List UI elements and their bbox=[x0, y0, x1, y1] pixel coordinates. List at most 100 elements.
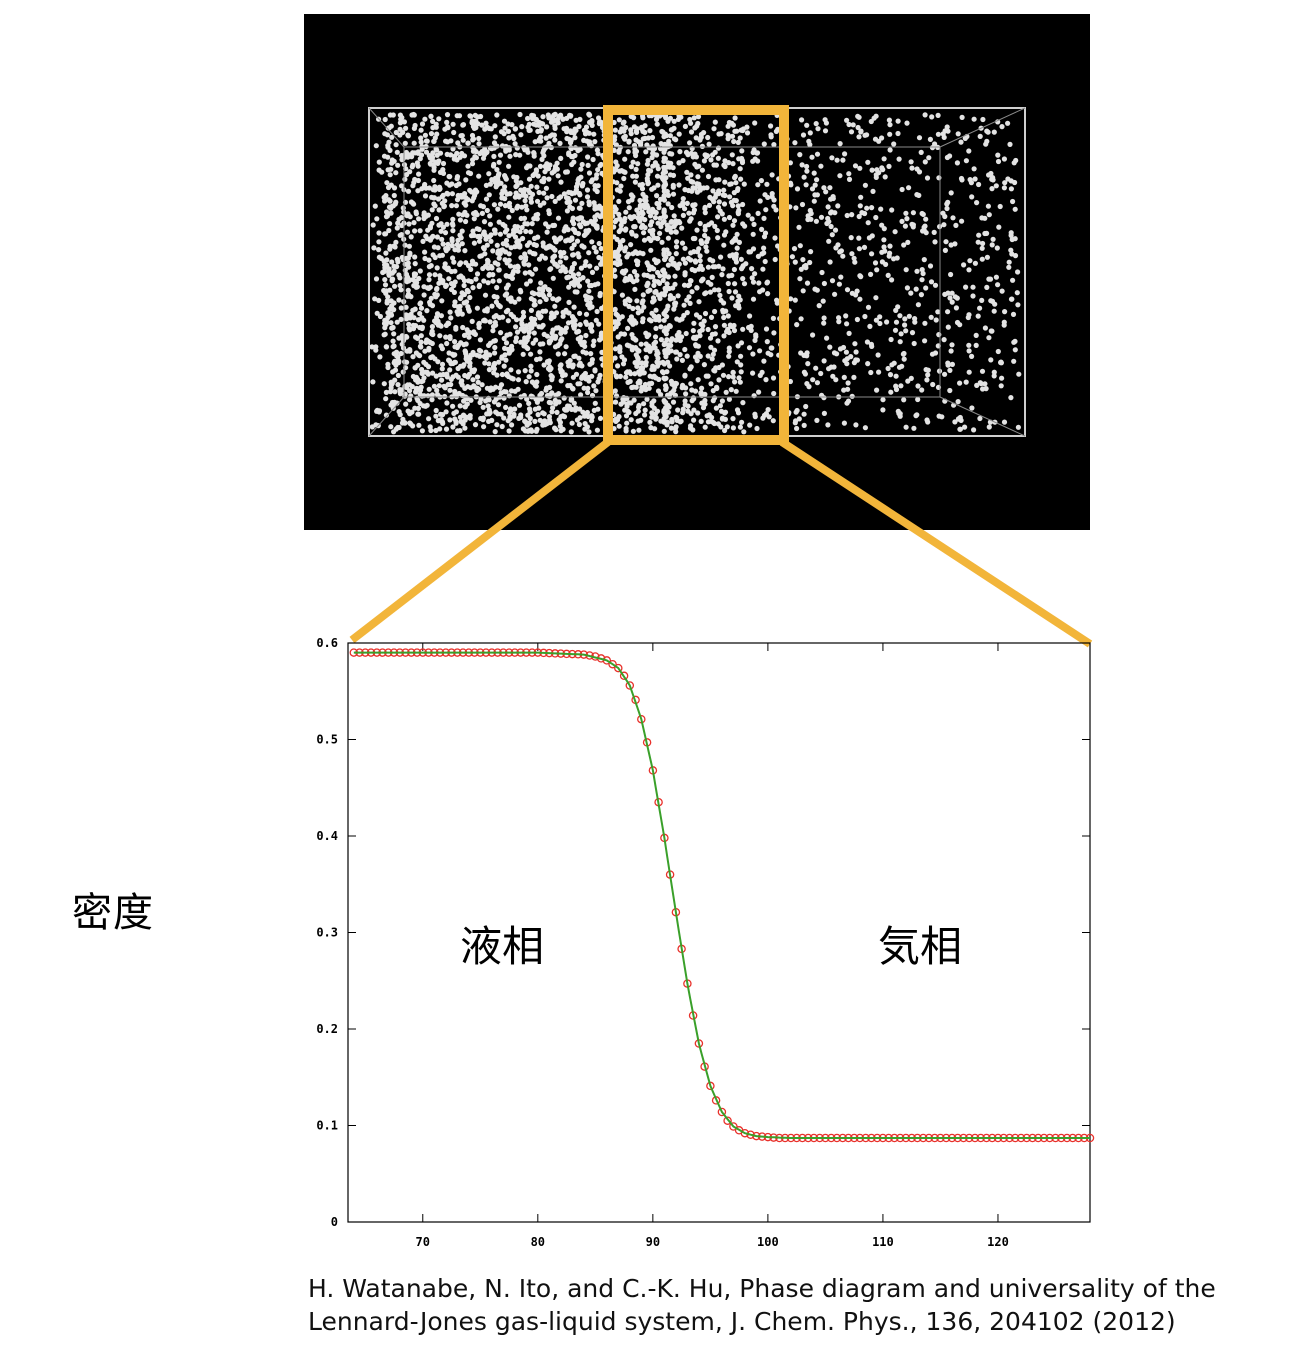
particle bbox=[450, 146, 456, 152]
particle bbox=[664, 337, 670, 343]
particle bbox=[506, 135, 512, 141]
particle bbox=[738, 340, 745, 346]
y-tick-label: 0.2 bbox=[316, 1022, 338, 1036]
particle bbox=[506, 428, 512, 434]
particle bbox=[454, 174, 461, 180]
particle bbox=[716, 199, 722, 205]
particle bbox=[474, 385, 480, 391]
particle bbox=[395, 162, 401, 168]
particle bbox=[583, 332, 589, 339]
particle bbox=[658, 224, 664, 230]
particle bbox=[512, 234, 519, 240]
particle bbox=[463, 356, 469, 362]
particle bbox=[408, 234, 414, 240]
particle bbox=[490, 272, 496, 278]
particle bbox=[433, 294, 439, 300]
particle bbox=[449, 351, 455, 357]
particle bbox=[459, 382, 465, 388]
particle bbox=[444, 374, 450, 380]
particle bbox=[518, 132, 524, 138]
particle bbox=[545, 224, 551, 230]
particle bbox=[431, 177, 437, 184]
particle bbox=[570, 272, 577, 278]
particle bbox=[521, 186, 528, 192]
particle bbox=[385, 361, 391, 367]
particle bbox=[676, 182, 682, 188]
particle bbox=[644, 396, 650, 402]
particle bbox=[731, 218, 738, 224]
particle bbox=[398, 305, 404, 311]
particle bbox=[668, 338, 674, 344]
particle bbox=[660, 277, 666, 283]
particle bbox=[676, 160, 682, 166]
particle bbox=[488, 263, 494, 270]
particle bbox=[415, 405, 421, 411]
particle bbox=[688, 381, 694, 387]
particle bbox=[642, 129, 648, 135]
particle bbox=[487, 319, 493, 325]
particle bbox=[681, 312, 687, 319]
particle bbox=[655, 220, 661, 226]
particle bbox=[450, 360, 456, 367]
particle bbox=[491, 338, 497, 344]
particle bbox=[522, 221, 528, 227]
particle bbox=[592, 203, 598, 209]
particle bbox=[511, 411, 517, 417]
particle bbox=[557, 259, 563, 265]
particle bbox=[682, 260, 688, 266]
particle bbox=[583, 259, 589, 265]
particle bbox=[632, 286, 638, 292]
particle bbox=[387, 147, 393, 153]
particle bbox=[672, 273, 678, 279]
particle bbox=[667, 115, 673, 121]
particle bbox=[708, 314, 715, 320]
particle bbox=[557, 140, 563, 146]
particle bbox=[531, 151, 537, 157]
particle bbox=[569, 218, 576, 224]
particle bbox=[628, 131, 634, 137]
particle bbox=[680, 256, 686, 262]
particle bbox=[518, 317, 524, 323]
particle bbox=[502, 184, 508, 190]
particle bbox=[480, 265, 486, 272]
particle bbox=[653, 116, 660, 122]
particle bbox=[563, 255, 569, 261]
particle bbox=[405, 287, 411, 293]
particle bbox=[630, 305, 636, 312]
particle bbox=[445, 241, 451, 247]
particle bbox=[527, 269, 533, 275]
particle bbox=[651, 373, 657, 379]
particle bbox=[565, 383, 571, 389]
particle bbox=[382, 277, 388, 283]
particle bbox=[433, 413, 439, 419]
particle bbox=[407, 214, 413, 220]
particle bbox=[481, 278, 487, 284]
particle bbox=[417, 268, 423, 274]
particle bbox=[420, 238, 426, 244]
particle bbox=[531, 302, 537, 308]
particle bbox=[551, 117, 557, 124]
particle bbox=[525, 345, 531, 352]
particle bbox=[461, 282, 467, 289]
particle bbox=[519, 204, 525, 210]
particle bbox=[415, 379, 421, 385]
particle bbox=[585, 278, 591, 284]
particle bbox=[432, 272, 438, 278]
particle bbox=[529, 379, 535, 385]
particle bbox=[417, 310, 423, 317]
particle bbox=[640, 319, 646, 325]
particle bbox=[518, 180, 524, 186]
particle bbox=[406, 243, 412, 249]
particle bbox=[560, 116, 566, 122]
particle bbox=[682, 346, 688, 353]
particle bbox=[558, 179, 564, 185]
particle bbox=[612, 346, 619, 352]
particle bbox=[688, 129, 695, 135]
particle bbox=[443, 322, 449, 328]
particle bbox=[726, 374, 732, 380]
particle bbox=[429, 392, 435, 398]
particle bbox=[432, 184, 438, 190]
particle bbox=[506, 233, 512, 239]
particle bbox=[410, 200, 416, 206]
particle bbox=[633, 233, 639, 239]
